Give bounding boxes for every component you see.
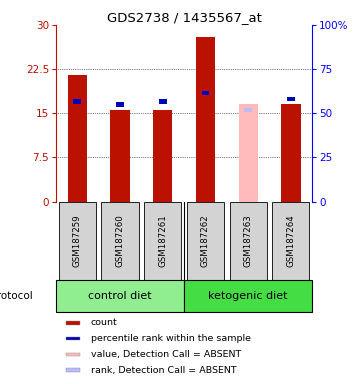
Text: control diet: control diet: [88, 291, 152, 301]
FancyBboxPatch shape: [230, 202, 267, 280]
Text: GSM187260: GSM187260: [116, 215, 125, 267]
Text: value, Detection Call = ABSENT: value, Detection Call = ABSENT: [91, 350, 241, 359]
Bar: [66, 337, 80, 340]
Bar: [110, 110, 130, 202]
Bar: [66, 321, 80, 324]
Text: protocol: protocol: [0, 291, 32, 301]
FancyBboxPatch shape: [56, 280, 184, 311]
Text: GSM187264: GSM187264: [286, 215, 295, 267]
Text: GSM187261: GSM187261: [158, 215, 167, 267]
Bar: [159, 99, 166, 104]
Bar: [116, 103, 124, 106]
Text: GSM187263: GSM187263: [244, 215, 253, 267]
Text: count: count: [91, 318, 117, 328]
FancyBboxPatch shape: [184, 280, 312, 311]
Bar: [202, 91, 209, 95]
Bar: [287, 96, 295, 101]
Text: rank, Detection Call = ABSENT: rank, Detection Call = ABSENT: [91, 366, 236, 374]
Bar: [244, 108, 252, 113]
Title: GDS2738 / 1435567_at: GDS2738 / 1435567_at: [106, 11, 262, 24]
Bar: [196, 37, 215, 202]
FancyBboxPatch shape: [59, 202, 96, 280]
FancyBboxPatch shape: [187, 202, 224, 280]
Bar: [66, 368, 80, 372]
Bar: [66, 353, 80, 356]
Text: ketogenic diet: ketogenic diet: [208, 291, 288, 301]
FancyBboxPatch shape: [272, 202, 309, 280]
Bar: [68, 75, 87, 202]
FancyBboxPatch shape: [101, 202, 139, 280]
Bar: [153, 110, 172, 202]
Text: GSM187262: GSM187262: [201, 215, 210, 267]
Bar: [281, 104, 300, 202]
Text: GSM187259: GSM187259: [73, 215, 82, 267]
Text: percentile rank within the sample: percentile rank within the sample: [91, 334, 251, 343]
Bar: [239, 104, 258, 202]
FancyBboxPatch shape: [144, 202, 181, 280]
Bar: [74, 99, 81, 104]
